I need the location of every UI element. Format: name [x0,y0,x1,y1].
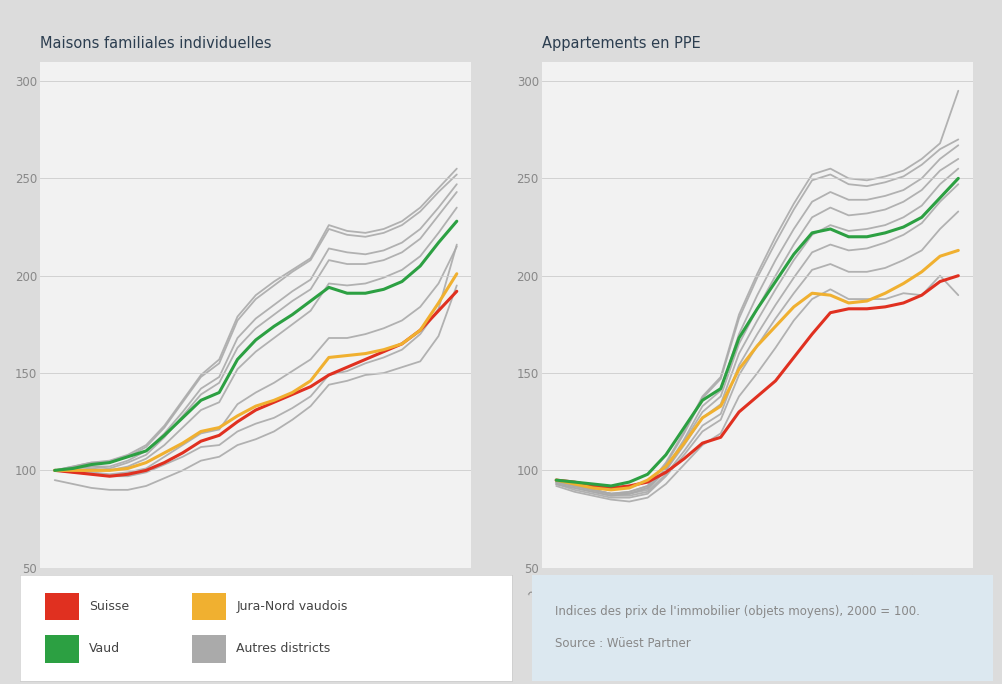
Text: Jura-Nord vaudois: Jura-Nord vaudois [236,600,348,613]
Text: Appartements en PPE: Appartements en PPE [541,36,699,51]
Bar [45,635,79,663]
Bar [192,592,226,620]
Text: Source : Wüest Partner: Source : Wüest Partner [554,637,689,650]
Text: Maisons familiales individuelles: Maisons familiales individuelles [40,36,272,51]
Text: Indices des prix de l'immobilier (objets moyens), 2000 = 100.: Indices des prix de l'immobilier (objets… [554,605,919,618]
Bar [45,592,79,620]
Text: Vaud: Vaud [89,642,120,655]
Text: Autres districts: Autres districts [236,642,331,655]
Text: Suisse: Suisse [89,600,129,613]
Bar [192,635,226,663]
